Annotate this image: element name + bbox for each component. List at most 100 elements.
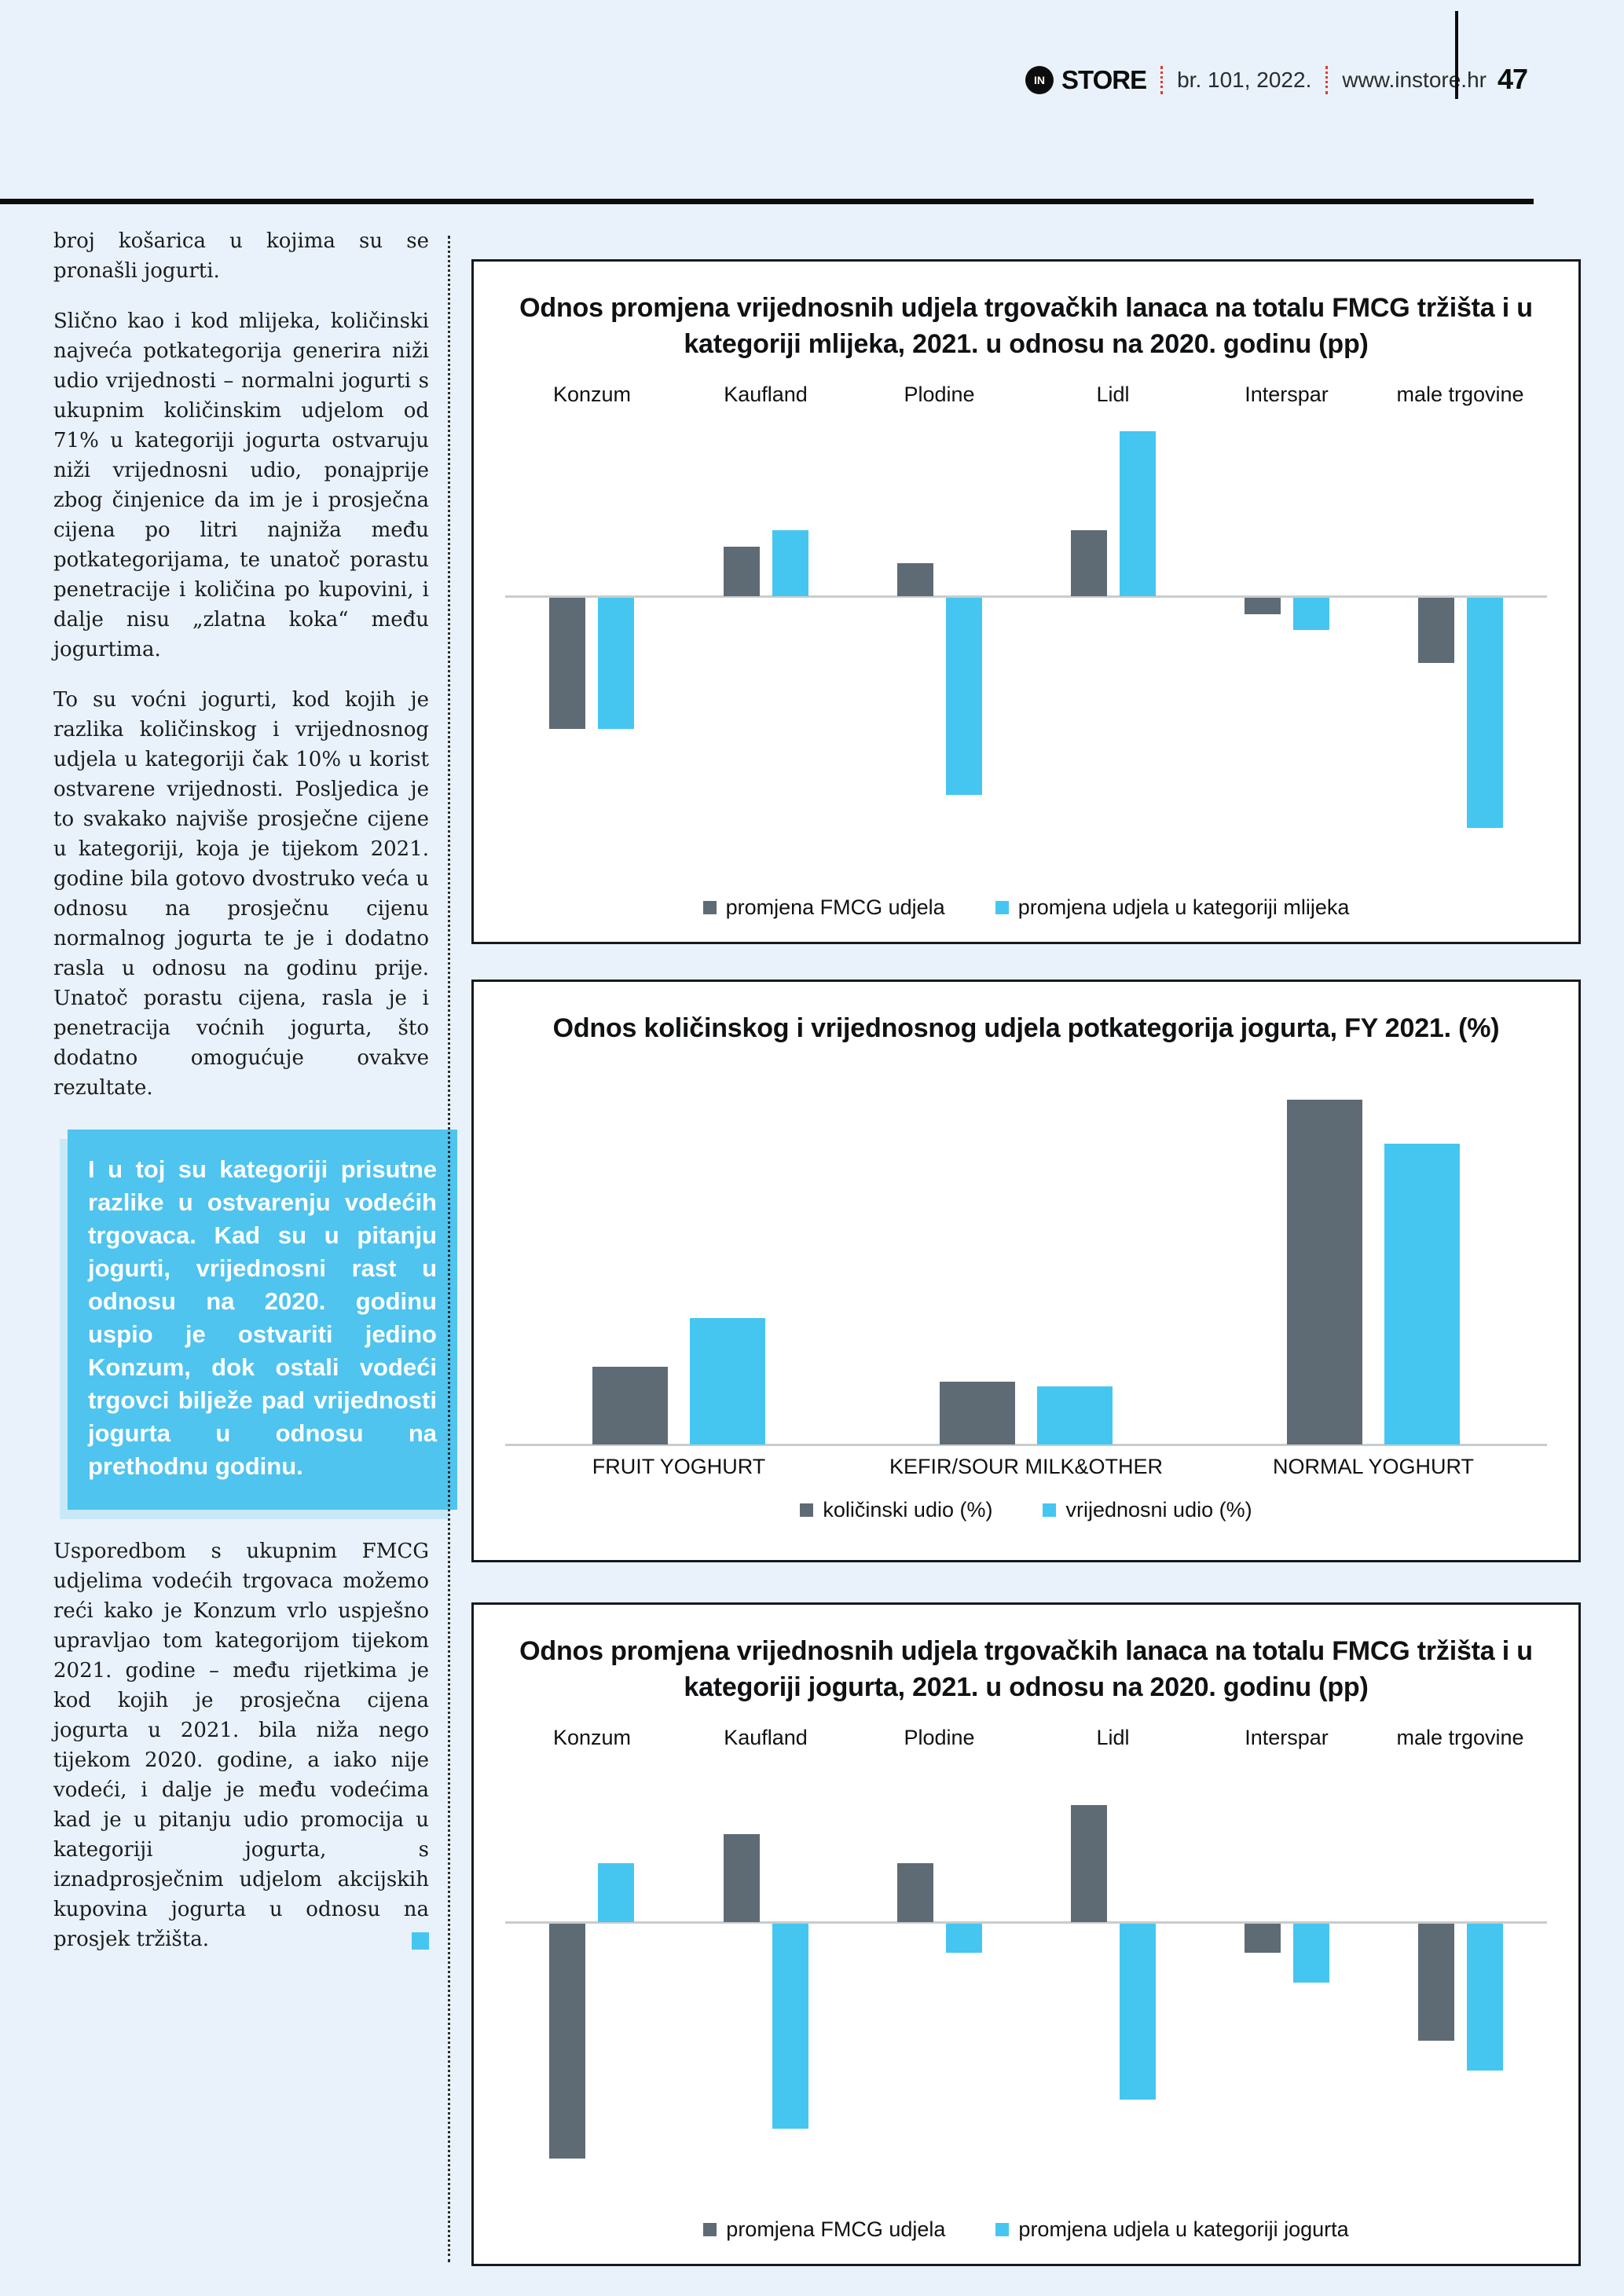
bar-plot — [505, 415, 1547, 843]
bar-fruit-yoghurt-s2 — [689, 1318, 765, 1445]
category-label: Plodine — [904, 383, 975, 406]
bar-plot — [505, 1078, 1547, 1447]
legend-label: promjena FMCG udjela — [726, 2217, 946, 2241]
category-labels-row: Konzum Kaufland Plodine Lidl Interspar male t… — [505, 1726, 1547, 1750]
page-number: 47 — [1498, 63, 1528, 95]
chart-title: Odnos količinskog i vrijednosnog udjela … — [552, 1013, 1500, 1043]
chart-panel-yoghurt: Odnos promjena vrijednosnih udjela trgov… — [471, 1602, 1581, 2266]
chart-legend: promjena FMCG udjela promjena udjela u ka… — [505, 2210, 1547, 2247]
legend-swatch-icon — [703, 2223, 717, 2236]
header-rule — [0, 199, 1534, 204]
legend-item: vrijednosni udio (%) — [1043, 1498, 1252, 1522]
bar-plodine-s2 — [945, 597, 982, 796]
legend-label: vrijednosni udio (%) — [1065, 1498, 1252, 1522]
bar-lidl-s2 — [1119, 1924, 1156, 2100]
bar-plodine-s1 — [896, 1863, 933, 1923]
bar-kefir-sour-milk-other-s1 — [940, 1381, 1015, 1445]
legend-item: promjena udjela u kategoriji jogurta — [995, 2217, 1349, 2242]
chart-legend: promjena FMCG udjela promjena udjela u ka… — [505, 888, 1547, 925]
bar-interspar-s1 — [1244, 597, 1281, 614]
category-label: NORMAL YOGHURT — [1272, 1455, 1475, 1478]
bar-lidl-s2 — [1119, 430, 1156, 596]
category-label: Kaufland — [724, 1726, 808, 1749]
category-label: Konzum — [552, 1726, 632, 1749]
category-label: Konzum — [552, 383, 632, 406]
legend-swatch-icon — [702, 901, 717, 914]
legend-item: promjena FMCG udjela — [702, 895, 945, 920]
bar-konzum-s2 — [598, 597, 635, 730]
highlight-box: I u toj su kategoriji prisutne razlike u… — [68, 1130, 457, 1510]
chart-legend: količinski udio (%) vrijednosni udio (%) — [505, 1490, 1547, 1527]
bar-interspar-s1 — [1244, 1924, 1281, 1954]
bar-male-trgovine-s1 — [1417, 1924, 1454, 2041]
masthead: IN STORE br. 101, 2022. www.instore.hr — [1025, 60, 1487, 101]
chart-title: Odnos promjena vrijednosnih udjela trgov… — [519, 1636, 1533, 1702]
chart-title: Odnos promjena vrijednosnih udjela trgov… — [519, 293, 1533, 359]
chart-panel-milk: Odnos promjena vrijednosnih udjela trgov… — [471, 259, 1581, 944]
category-label: male trgovine — [1396, 383, 1524, 406]
bar-kaufland-s1 — [723, 546, 760, 596]
bar-kefir-sour-milk-other-s2 — [1037, 1386, 1113, 1445]
bar-normal-yoghurt-s2 — [1384, 1143, 1460, 1445]
legend-label: promjena udjela u kategoriji jogurta — [1018, 2217, 1349, 2241]
legend-swatch-icon — [800, 1503, 814, 1517]
bar-male-trgovine-s2 — [1466, 597, 1503, 829]
category-label: male trgovine — [1396, 1726, 1524, 1749]
article-paragraph: Usporedbom s ukupnim FMCG udjelima vodeć… — [53, 1536, 429, 1954]
red-dotted-separator — [1325, 66, 1329, 94]
bar-kaufland-s2 — [772, 529, 808, 596]
bar-kaufland-s2 — [772, 1924, 808, 2129]
bar-plodine-s1 — [896, 562, 933, 596]
category-label: Lidl — [1096, 1726, 1130, 1749]
category-label: Kaufland — [724, 383, 808, 406]
bar-male-trgovine-s1 — [1417, 597, 1454, 664]
bar-interspar-s2 — [1292, 1924, 1329, 1983]
article-paragraph: Slično kao i kod mlijeka, količinski naj… — [53, 309, 429, 661]
x-axis-line — [505, 595, 1547, 598]
end-of-article-marker — [412, 1932, 429, 1950]
article-paragraph: broj košarica u kojima su se pronašli jo… — [53, 229, 429, 283]
x-axis-line — [505, 1921, 1547, 1924]
instore-logo-icon: IN — [1025, 66, 1054, 94]
bar-konzum-s1 — [549, 1924, 586, 2159]
legend-label: promjena FMCG udjela — [725, 895, 945, 919]
bar-normal-yoghurt-s1 — [1287, 1099, 1362, 1445]
legend-item: količinski udio (%) — [800, 1498, 992, 1522]
bar-male-trgovine-s2 — [1466, 1924, 1503, 2071]
bar-lidl-s1 — [1070, 1804, 1107, 1923]
category-labels-row: FRUIT YOGHURT KEFIR/SOUR MILK&OTHER NORMAL… — [505, 1455, 1547, 1479]
header-vertical-divider — [1455, 11, 1458, 99]
category-label: KEFIR/SOUR MILK&OTHER — [889, 1455, 1164, 1478]
highlight-box-text: I u toj su kategoriji prisutne razlike u… — [88, 1155, 437, 1480]
bar-fruit-yoghurt-s1 — [592, 1367, 668, 1445]
article-paragraph-text: Usporedbom s ukupnim FMCG udjelima vodeć… — [53, 1540, 429, 1951]
chart-panel-yoghurt-subcategories: Odnos količinskog i vrijednosnog udjela … — [471, 980, 1581, 1562]
legend-item: promjena udjela u kategoriji mlijeka — [995, 895, 1350, 920]
category-label: FRUIT YOGHURT — [592, 1455, 766, 1478]
bar-plot — [505, 1758, 1547, 2186]
legend-item: promjena FMCG udjela — [703, 2217, 945, 2242]
category-label: Interspar — [1245, 383, 1329, 406]
x-axis-line — [505, 1444, 1547, 1446]
category-label: Plodine — [904, 1726, 975, 1749]
legend-label: količinski udio (%) — [823, 1498, 993, 1522]
category-label: Lidl — [1096, 383, 1130, 406]
red-dotted-separator — [1160, 66, 1164, 94]
legend-swatch-icon — [1043, 1503, 1057, 1517]
brand-name: STORE — [1061, 65, 1147, 94]
bar-interspar-s2 — [1292, 597, 1329, 631]
article-paragraph: To su voćni jogurti, kod kojih je razlik… — [53, 688, 429, 1100]
category-label: Interspar — [1245, 1726, 1329, 1749]
legend-swatch-icon — [995, 901, 1009, 914]
bar-konzum-s1 — [549, 597, 586, 730]
issue-number: br. 101, 2022. — [1177, 68, 1312, 92]
bar-kaufland-s1 — [723, 1834, 760, 1923]
bar-konzum-s2 — [598, 1863, 635, 1923]
article-column: broj košarica u kojima su se pronašli jo… — [53, 226, 457, 1975]
website-url: www.instore.hr — [1342, 68, 1487, 92]
category-labels-row: Konzum Kaufland Plodine Lidl Interspar male t… — [505, 383, 1547, 407]
legend-label: promjena udjela u kategoriji mlijeka — [1017, 895, 1350, 919]
column-dotted-divider — [448, 236, 450, 2262]
bar-lidl-s1 — [1070, 529, 1107, 596]
